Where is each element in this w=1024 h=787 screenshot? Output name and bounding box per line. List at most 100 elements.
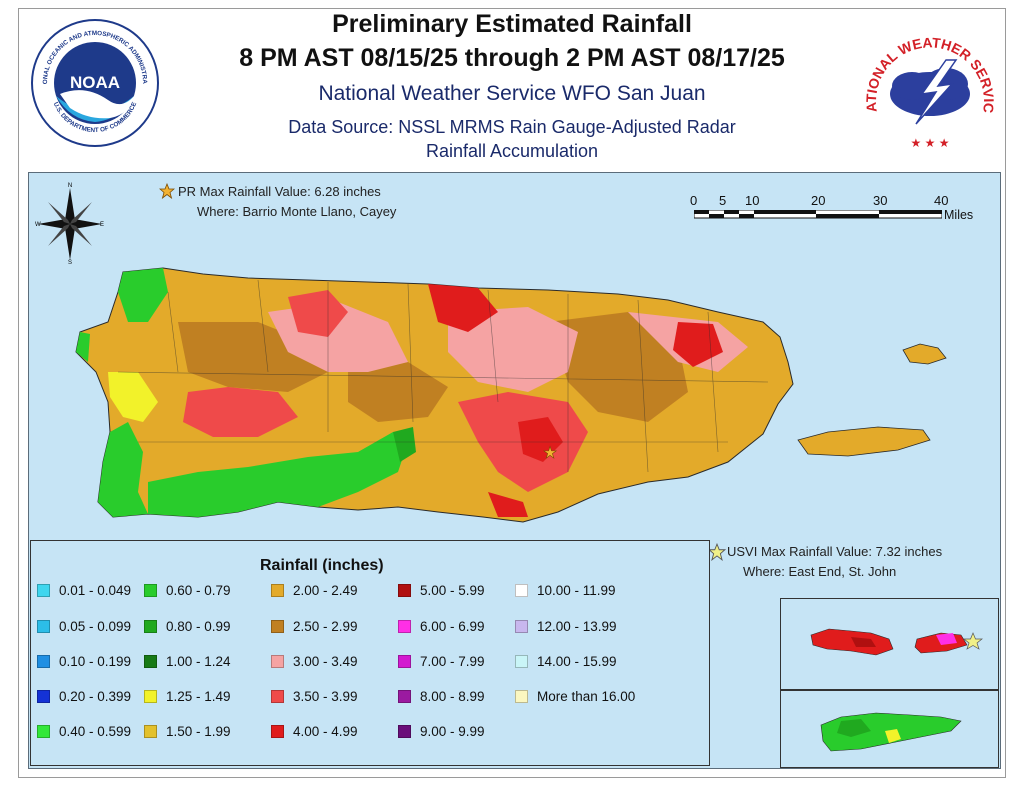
legend-item: 5.00 - 5.99	[398, 583, 485, 598]
scale-tick: 5	[719, 193, 727, 208]
scale-tick: 40	[934, 193, 949, 208]
legend-swatch	[271, 655, 284, 668]
compass-rose-icon: N S W E	[35, 183, 104, 264]
legend-swatch	[37, 690, 50, 703]
legend-item: 9.00 - 9.99	[398, 724, 485, 739]
legend-label: 0.10 - 0.199	[59, 654, 132, 669]
legend-label: 8.00 - 8.99	[420, 689, 485, 704]
legend-swatch	[144, 655, 157, 668]
legend-label: 10.00 - 11.99	[537, 583, 616, 598]
vieques-island	[797, 426, 931, 457]
legend-title: Rainfall (inches)	[260, 557, 384, 574]
legend-label: 0.01 - 0.049	[59, 583, 132, 598]
pr-max-rainfall: PR Max Rainfall Value: 6.28 inches	[178, 184, 381, 199]
legend-swatch	[515, 655, 528, 668]
office-name: National Weather Service WFO San Juan	[318, 82, 706, 105]
nws-logo: NATIONAL WEATHER SERVICE ★ ★ ★	[860, 20, 997, 152]
legend-swatch	[37, 620, 50, 633]
legend-swatch	[144, 725, 157, 738]
legend-item: 8.00 - 8.99	[398, 689, 485, 704]
legend-item: 0.60 - 0.79	[144, 583, 231, 598]
legend-label: 3.50 - 3.99	[293, 689, 358, 704]
data-source-line-2: Rainfall Accumulation	[425, 141, 599, 161]
legend-swatch	[271, 725, 284, 738]
legend-label: 0.80 - 0.99	[166, 619, 231, 634]
legend-item: 3.50 - 3.99	[271, 689, 358, 704]
scale-unit: Miles	[944, 208, 974, 222]
legend-swatch	[271, 620, 284, 633]
compass-east: E	[100, 222, 104, 228]
compass-south: S	[68, 260, 72, 264]
legend-swatch	[37, 584, 50, 597]
legend-label: 0.20 - 0.399	[59, 689, 132, 704]
legend-item: 10.00 - 11.99	[515, 583, 616, 598]
legend-swatch	[144, 690, 157, 703]
title-line-1: Preliminary Estimated Rainfall	[332, 10, 692, 38]
legend-label: 3.00 - 3.49	[293, 654, 358, 669]
legend-item: 0.10 - 0.199	[37, 654, 131, 669]
legend-label: 0.40 - 0.599	[59, 724, 132, 739]
pr-max-star-icon: ★	[543, 445, 557, 462]
legend-swatch	[271, 584, 284, 597]
legend: Rainfall (inches) 0.01 - 0.049 0.05 - 0.0…	[30, 540, 710, 766]
legend-swatch	[144, 584, 157, 597]
pr-max-location: Where: Barrio Monte Llano, Cayey	[197, 204, 397, 219]
usvi-max-location: Where: East End, St. John	[743, 564, 897, 579]
legend-item: 2.50 - 2.99	[271, 619, 358, 634]
scale-tick: 0	[690, 193, 698, 208]
scale-tick: 20	[811, 193, 826, 208]
legend-label: More than 16.00	[537, 689, 636, 704]
legend-label: 0.60 - 0.79	[166, 583, 231, 598]
legend-item: 1.00 - 1.24	[144, 654, 231, 669]
noaa-logo-text: NOAA	[70, 73, 120, 92]
legend-label: 12.00 - 13.99	[537, 619, 617, 634]
compass-north: N	[68, 183, 72, 189]
legend-swatch	[515, 690, 528, 703]
legend-swatch	[398, 690, 411, 703]
legend-item: 7.00 - 7.99	[398, 654, 485, 669]
legend-swatch	[37, 655, 50, 668]
usvi-inset-st-thomas-st-john	[780, 598, 999, 690]
rainfall-map: ★	[75, 267, 947, 523]
legend-swatch	[515, 620, 528, 633]
legend-label: 1.00 - 1.24	[166, 654, 231, 669]
legend-label: 9.00 - 9.99	[420, 724, 485, 739]
legend-swatch	[37, 725, 50, 738]
legend-swatch	[144, 620, 157, 633]
star-icon	[159, 183, 175, 199]
data-source-line-1: Data Source: NSSL MRMS Rain Gauge-Adjust…	[288, 117, 736, 137]
legend-label: 5.00 - 5.99	[420, 583, 485, 598]
legend-label: 4.00 - 4.99	[293, 724, 358, 739]
legend-swatch	[398, 655, 411, 668]
legend-item: 12.00 - 13.99	[515, 619, 617, 634]
legend-item: More than 16.00	[515, 689, 635, 704]
legend-swatch	[515, 584, 528, 597]
title-line-2: 8 PM AST 08/15/25 through 2 PM AST 08/17…	[239, 44, 785, 72]
scale-tick: 10	[745, 193, 760, 208]
legend-label: 6.00 - 6.99	[420, 619, 485, 634]
legend-label: 7.00 - 7.99	[420, 654, 485, 669]
legend-item: 4.00 - 4.99	[271, 724, 358, 739]
star-icon	[708, 543, 726, 561]
legend-label: 2.00 - 2.49	[293, 583, 358, 598]
legend-item: 14.00 - 15.99	[515, 654, 617, 669]
legend-label: 1.25 - 1.49	[166, 689, 231, 704]
noaa-logo: NOAA NATIONAL OCEANIC AND ATMOSPHERIC AD…	[30, 18, 159, 147]
legend-item: 0.80 - 0.99	[144, 619, 231, 634]
legend-label: 14.00 - 15.99	[537, 654, 617, 669]
legend-item: 3.00 - 3.49	[271, 654, 358, 669]
legend-item: 1.25 - 1.49	[144, 689, 231, 704]
puerto-rico-island	[75, 267, 794, 523]
usvi-max-star-icon	[963, 632, 983, 650]
legend-swatch	[271, 690, 284, 703]
legend-item: 0.40 - 0.599	[37, 724, 131, 739]
legend-item: 0.05 - 0.099	[37, 619, 131, 634]
usvi-inset-st-croix	[780, 690, 999, 768]
legend-item: 0.01 - 0.049	[37, 583, 131, 598]
legend-label: 1.50 - 1.99	[166, 724, 231, 739]
legend-swatch	[398, 725, 411, 738]
legend-item: 6.00 - 6.99	[398, 619, 485, 634]
legend-item: 2.00 - 2.49	[271, 583, 358, 598]
legend-swatch	[398, 584, 411, 597]
scale-tick: 30	[873, 193, 888, 208]
